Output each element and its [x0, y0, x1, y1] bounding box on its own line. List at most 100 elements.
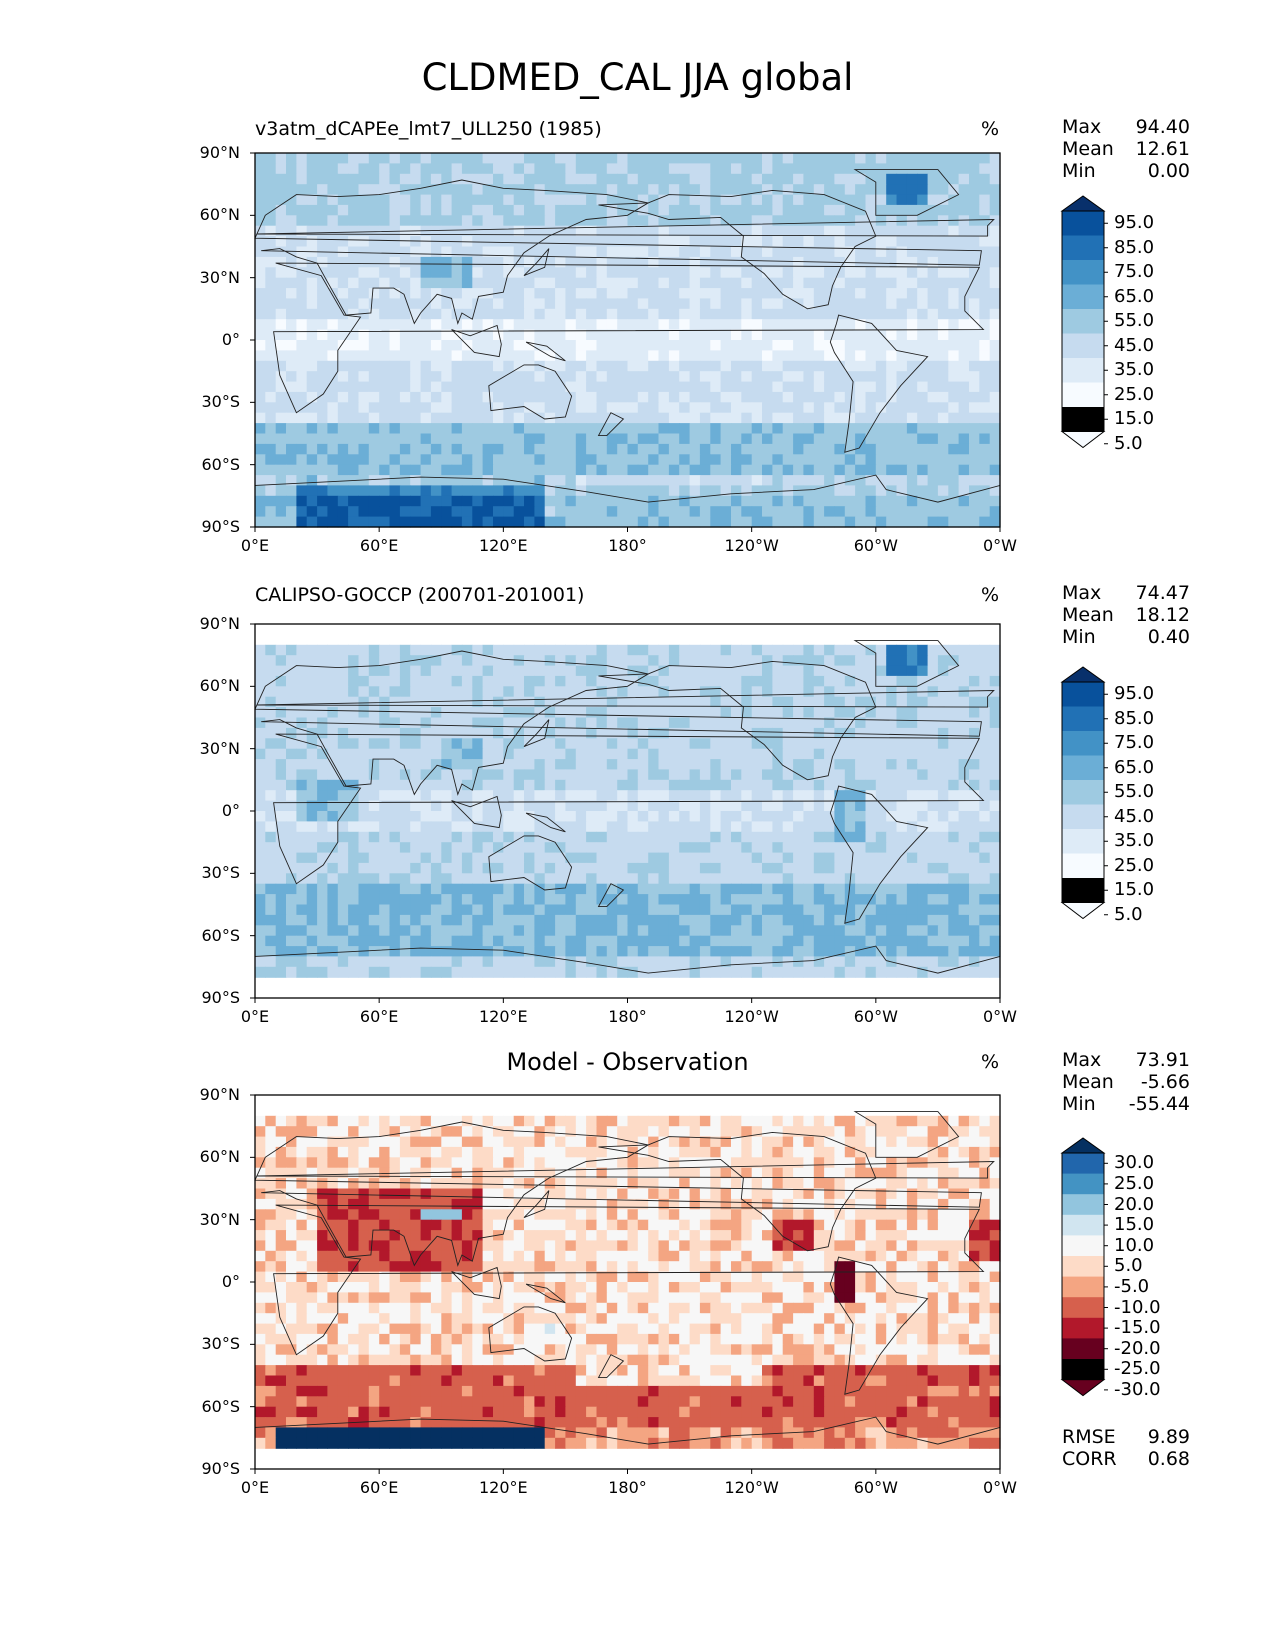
- heatmap-cell: [306, 779, 318, 791]
- heatmap-cell: [534, 277, 546, 289]
- heatmap-cell: [855, 443, 866, 455]
- heatmap-cell: [969, 360, 980, 372]
- heatmap-cell: [586, 163, 597, 175]
- heatmap-cell: [606, 831, 618, 843]
- heatmap-cell: [286, 402, 297, 414]
- heatmap-cell: [813, 485, 825, 497]
- heatmap-cell: [803, 443, 815, 455]
- heatmap-cell: [793, 329, 804, 341]
- heatmap-cell: [731, 883, 742, 895]
- heatmap-cell: [337, 914, 349, 926]
- heatmap-cell: [286, 904, 297, 916]
- heatmap-cell: [803, 779, 815, 791]
- heatmap-cell: [803, 402, 815, 414]
- heatmap-cell: [348, 495, 359, 507]
- heatmap-cell: [524, 862, 535, 874]
- heatmap-cell: [337, 800, 349, 812]
- heatmap-cell: [803, 759, 815, 771]
- heatmap-cell: [358, 811, 370, 822]
- heatmap-cell: [648, 319, 660, 331]
- x-tick-label: 60°W: [853, 536, 898, 555]
- heatmap-cell: [720, 173, 732, 185]
- heatmap-cell: [358, 966, 370, 978]
- heatmap-cell: [772, 298, 784, 310]
- heatmap-cell: [286, 267, 297, 279]
- heatmap-cell: [699, 779, 711, 791]
- heatmap-cell: [699, 675, 711, 687]
- heatmap-cell: [524, 381, 535, 393]
- heatmap-cell: [534, 184, 546, 196]
- heatmap-cell: [327, 738, 339, 750]
- heatmap-cell: [875, 738, 887, 750]
- heatmap-cell: [989, 506, 1001, 518]
- heatmap-cell: [430, 506, 442, 518]
- heatmap-cell: [606, 267, 618, 279]
- x-tick-label: 120°E: [479, 536, 528, 555]
- heatmap-cell: [689, 873, 701, 885]
- heatmap-cell: [255, 644, 266, 656]
- heatmap-cell: [461, 308, 473, 320]
- heatmap-cell: [969, 402, 980, 414]
- heatmap-cell: [317, 811, 328, 822]
- heatmap-cell: [503, 904, 515, 916]
- heatmap-cell: [720, 821, 732, 833]
- heatmap-cell: [979, 966, 991, 978]
- heatmap-cell: [265, 904, 277, 916]
- heatmap-cell: [575, 800, 587, 812]
- heatmap-cell: [637, 381, 649, 393]
- heatmap-cell: [813, 215, 825, 227]
- heatmap-cell: [824, 759, 835, 771]
- heatmap-cell: [969, 956, 980, 968]
- heatmap-cell: [658, 298, 670, 310]
- heatmap-cell: [327, 946, 339, 958]
- heatmap-cell: [286, 298, 297, 310]
- heatmap-cell: [886, 256, 898, 268]
- heatmap-cell: [772, 800, 784, 812]
- heatmap-cell: [637, 686, 649, 698]
- heatmap-cell: [461, 894, 473, 906]
- heatmap-cell: [286, 236, 297, 248]
- heatmap-cell: [906, 644, 918, 656]
- heatmap-cell: [399, 485, 411, 497]
- heatmap-cell: [958, 790, 970, 802]
- heatmap-cell: [958, 727, 970, 739]
- heatmap-cell: [306, 852, 318, 864]
- heatmap-cell: [886, 215, 898, 227]
- heatmap-cell: [710, 433, 722, 445]
- heatmap-cell: [503, 495, 515, 507]
- heatmap-cell: [834, 277, 846, 289]
- heatmap-cell: [937, 665, 949, 677]
- heatmap-cell: [399, 433, 411, 445]
- heatmap-cell: [555, 811, 566, 822]
- heatmap-cell: [472, 184, 484, 196]
- heatmap-cell: [472, 831, 484, 843]
- heatmap-cell: [606, 686, 618, 698]
- heatmap-cell: [679, 495, 691, 507]
- heatmap-cell: [824, 935, 835, 947]
- heatmap-cell: [461, 173, 473, 185]
- heatmap-cell: [741, 873, 753, 885]
- heatmap-cell: [731, 748, 742, 760]
- heatmap-cell: [668, 935, 680, 947]
- heatmap-cell: [399, 925, 411, 937]
- heatmap-cell: [668, 800, 680, 812]
- heatmap-cell: [627, 831, 639, 843]
- heatmap-cell: [472, 246, 484, 258]
- heatmap-cell: [399, 475, 411, 487]
- heatmap-cell: [286, 748, 297, 760]
- heatmap-cell: [565, 883, 577, 895]
- heatmap-cell: [534, 790, 546, 802]
- heatmap-cell: [586, 935, 597, 947]
- heatmap-cell: [265, 831, 277, 843]
- heatmap-cell: [617, 790, 629, 802]
- heatmap-cell: [441, 790, 453, 802]
- heatmap-cell: [286, 686, 297, 698]
- heatmap-cell: [441, 821, 453, 833]
- heatmap-cell: [886, 769, 898, 781]
- heatmap-cell: [286, 381, 297, 393]
- heatmap-cell: [275, 914, 287, 926]
- heatmap-cell: [875, 873, 887, 885]
- heatmap-cell: [265, 329, 277, 341]
- heatmap-cell: [275, 423, 287, 435]
- heatmap-cell: [389, 402, 401, 414]
